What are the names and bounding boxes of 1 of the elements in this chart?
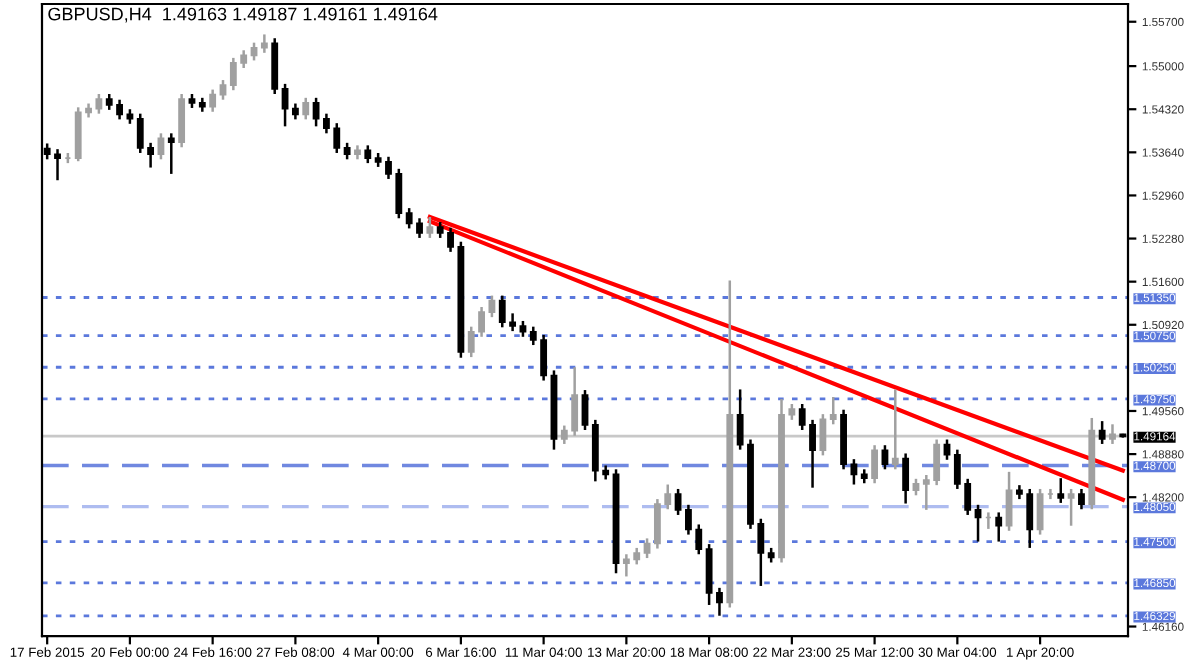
chart-title: GBPUSD,H4 1.49163 1.49187 1.49161 1.49164 xyxy=(48,7,438,23)
